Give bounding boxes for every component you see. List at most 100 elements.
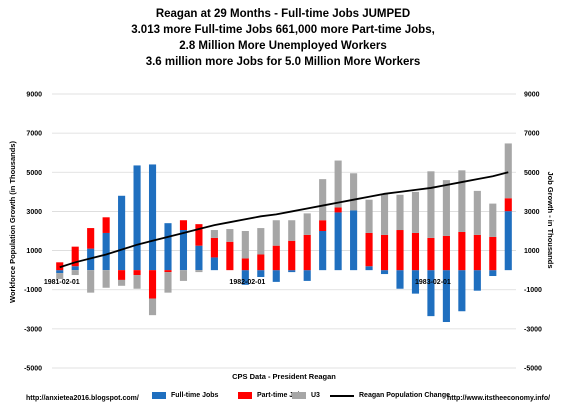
bar-fulltime	[272, 270, 280, 282]
y-tick-left-label: -3000	[24, 326, 42, 333]
bar-parttime	[334, 207, 342, 213]
y-tick-right-label: 7000	[524, 131, 540, 138]
bar-fulltime	[118, 195, 126, 271]
y-axis-right-ticks: 9000 7000 5000 3000 1000 -1000 -3000 -5000	[524, 92, 542, 373]
bar-fulltime	[102, 232, 110, 271]
population-line	[59, 171, 509, 269]
bar-u3	[87, 270, 95, 293]
bar-u3	[164, 272, 172, 293]
bar-u3	[179, 270, 188, 281]
bar-parttime	[133, 270, 141, 276]
bar-fulltime	[210, 257, 218, 271]
y-tick-right-label: 9000	[524, 92, 540, 99]
chart-gridlines	[52, 93, 516, 369]
x-axis-labels: 1981-02-01 1982-02-01 1983-02-01	[44, 279, 451, 286]
bar-parttime	[365, 232, 373, 267]
bar-parttime	[210, 237, 218, 258]
bar-parttime	[195, 224, 203, 246]
bar-parttime	[303, 234, 311, 271]
bar-fulltime	[504, 211, 512, 271]
bar-u3	[396, 194, 404, 231]
bar-fulltime	[489, 270, 497, 277]
bar-fulltime	[303, 270, 311, 281]
legend-item-parttime: Part-time Jobs	[238, 392, 306, 399]
bar-u3	[288, 220, 296, 241]
source-url-left[interactable]: http://anxietea2016.blogspot.com/	[26, 395, 139, 402]
y-tick-right-label: 5000	[524, 170, 540, 177]
legend-swatch-parttime	[238, 392, 252, 399]
bar-u3	[334, 160, 342, 208]
bar-u3	[272, 220, 280, 246]
bar-fulltime	[458, 270, 466, 312]
bar-parttime	[504, 198, 512, 212]
chart-title-line-1: Reagan at 29 Months - Full-time Jobs JUM…	[0, 6, 566, 22]
legend-swatch-fulltime	[152, 392, 166, 399]
bar-u3	[473, 190, 481, 235]
bar-fulltime	[241, 270, 249, 285]
bar-fulltime	[148, 164, 157, 271]
bar-u3	[458, 170, 466, 232]
bar-fulltime	[473, 270, 481, 291]
y-tick-left-label: -5000	[24, 366, 42, 373]
legend-label-fulltime: Full-time Jobs	[171, 392, 219, 399]
chart-title-line-2: 3.013 more Full-time Jobs 661,000 more P…	[131, 24, 435, 36]
bar-fulltime	[71, 266, 79, 271]
bar-u3	[319, 179, 327, 221]
bar-parttime	[71, 246, 79, 267]
x-tick-label: 1983-02-01	[415, 279, 451, 286]
y-tick-right-label: 1000	[524, 248, 540, 255]
y-tick-left-label: 7000	[26, 131, 42, 138]
bar-fulltime	[288, 270, 296, 273]
bar-parttime	[319, 220, 327, 231]
bar-u3	[489, 203, 497, 237]
bar-u3	[71, 270, 79, 276]
source-url-right[interactable]: http://www.itstheeconomy.info/	[447, 395, 551, 402]
bar-fulltime	[164, 223, 172, 271]
bar-fulltime	[319, 231, 327, 271]
bar-parttime	[241, 258, 249, 271]
bar-fulltime	[195, 245, 203, 271]
bar-fulltime	[442, 270, 450, 323]
bar-u3	[427, 171, 435, 238]
y-tick-right-label: 3000	[524, 209, 540, 216]
legend-item-population: Reagan Population Change	[330, 392, 450, 399]
bar-fulltime	[179, 230, 188, 271]
legend-label-parttime: Part-time Jobs	[257, 392, 306, 399]
y-tick-left-label: 3000	[26, 209, 42, 216]
bar-fulltime	[365, 266, 373, 271]
bar-fulltime	[411, 270, 420, 294]
bar-parttime	[226, 241, 234, 271]
bar-parttime	[458, 231, 466, 271]
bar-parttime	[288, 240, 296, 271]
bar-parttime	[427, 237, 435, 271]
bar-parttime	[56, 262, 64, 271]
bar-u3	[365, 199, 373, 233]
bar-fulltime	[133, 165, 141, 271]
legend-swatch-u3	[292, 392, 306, 399]
legend-item-u3: U3	[292, 392, 320, 399]
legend-label-population: Reagan Population Change	[359, 392, 451, 399]
x-tick-label: 1981-02-01	[44, 279, 80, 286]
y-tick-left-label: -1000	[24, 287, 42, 294]
chart-title-line-4: 3.6 million more Jobs for 5.0 Million Mo…	[145, 56, 421, 68]
bar-parttime	[442, 235, 450, 271]
bar-fulltime	[334, 212, 342, 271]
bar-u3	[102, 270, 110, 288]
chart-title-line-1-part-c: Months - Full-time Jobs JUMPED	[226, 8, 411, 20]
chart-legend: Full-time Jobs Part-time Jobs U3 Reagan …	[0, 392, 566, 406]
bar-parttime	[272, 245, 280, 271]
bar-parttime	[411, 232, 420, 271]
y-tick-right-label: -3000	[524, 326, 542, 333]
chart-bars	[56, 143, 512, 323]
bar-parttime	[257, 254, 265, 271]
bar-u3	[411, 191, 420, 233]
bar-fulltime	[396, 270, 404, 289]
bar-parttime	[380, 234, 389, 271]
bar-u3	[133, 275, 141, 289]
legend-item-fulltime: Full-time Jobs	[152, 392, 218, 399]
bar-u3	[210, 230, 218, 238]
bar-u3	[195, 270, 203, 273]
bar-parttime	[473, 234, 481, 271]
bar-parttime	[164, 270, 172, 273]
